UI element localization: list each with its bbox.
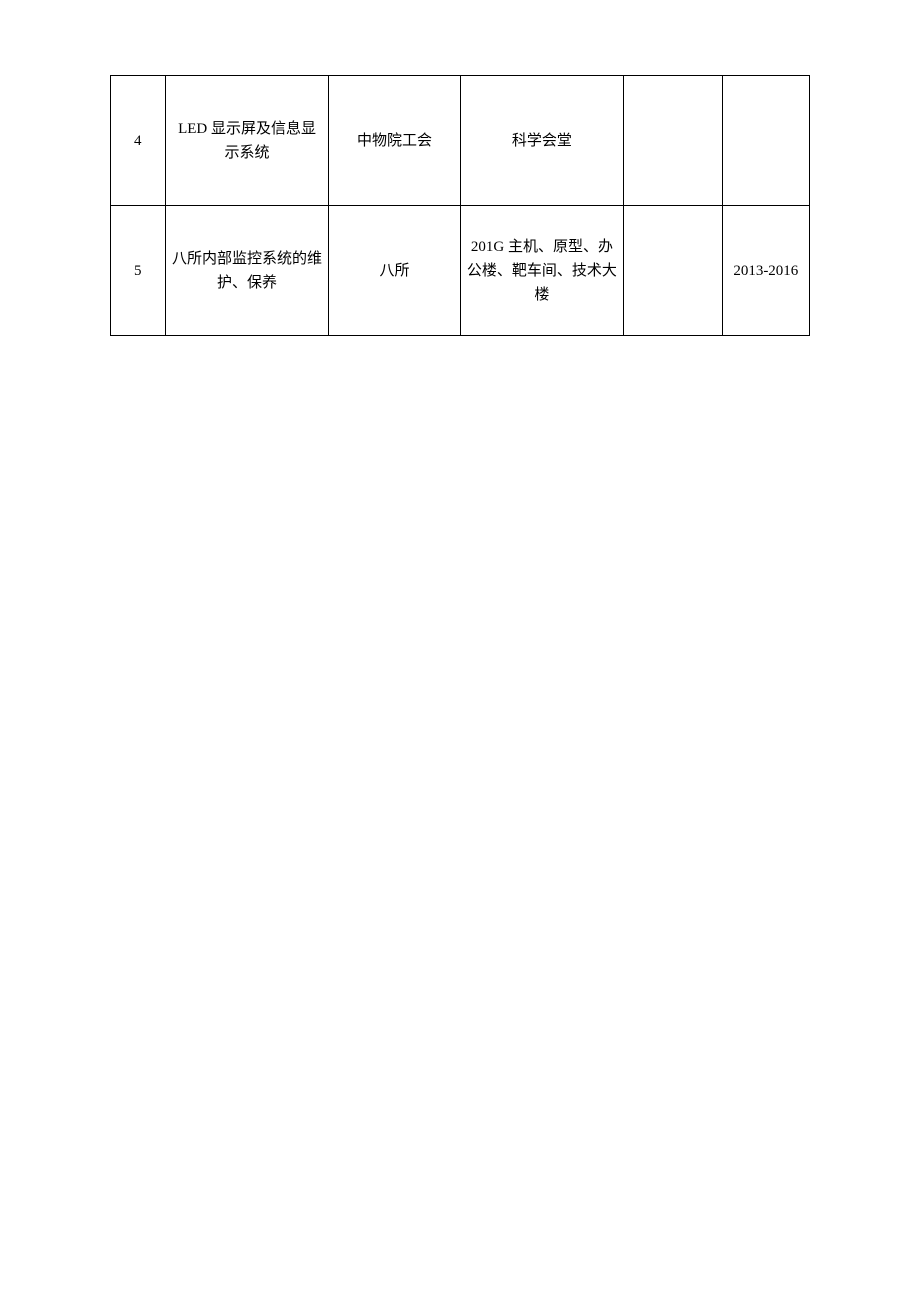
cell-period: 2013-2016	[722, 206, 809, 336]
cell-project: 八所内部监控系统的维护、保养	[165, 206, 329, 336]
table-row: 5 八所内部监控系统的维护、保养 八所 201G 主机、原型、办公楼、靶车间、技…	[111, 206, 810, 336]
cell-period	[722, 76, 809, 206]
cell-index: 5	[111, 206, 166, 336]
cell-project: LED 显示屏及信息显示系统	[165, 76, 329, 206]
cell-location: 科学会堂	[460, 76, 624, 206]
cell-index: 4	[111, 76, 166, 206]
cell-client: 八所	[329, 206, 460, 336]
project-table: 4 LED 显示屏及信息显示系统 中物院工会 科学会堂 5 八所内部监控系统的维…	[110, 75, 810, 336]
cell-col5	[624, 76, 722, 206]
cell-location: 201G 主机、原型、办公楼、靶车间、技术大楼	[460, 206, 624, 336]
cell-client: 中物院工会	[329, 76, 460, 206]
cell-col5	[624, 206, 722, 336]
table-row: 4 LED 显示屏及信息显示系统 中物院工会 科学会堂	[111, 76, 810, 206]
